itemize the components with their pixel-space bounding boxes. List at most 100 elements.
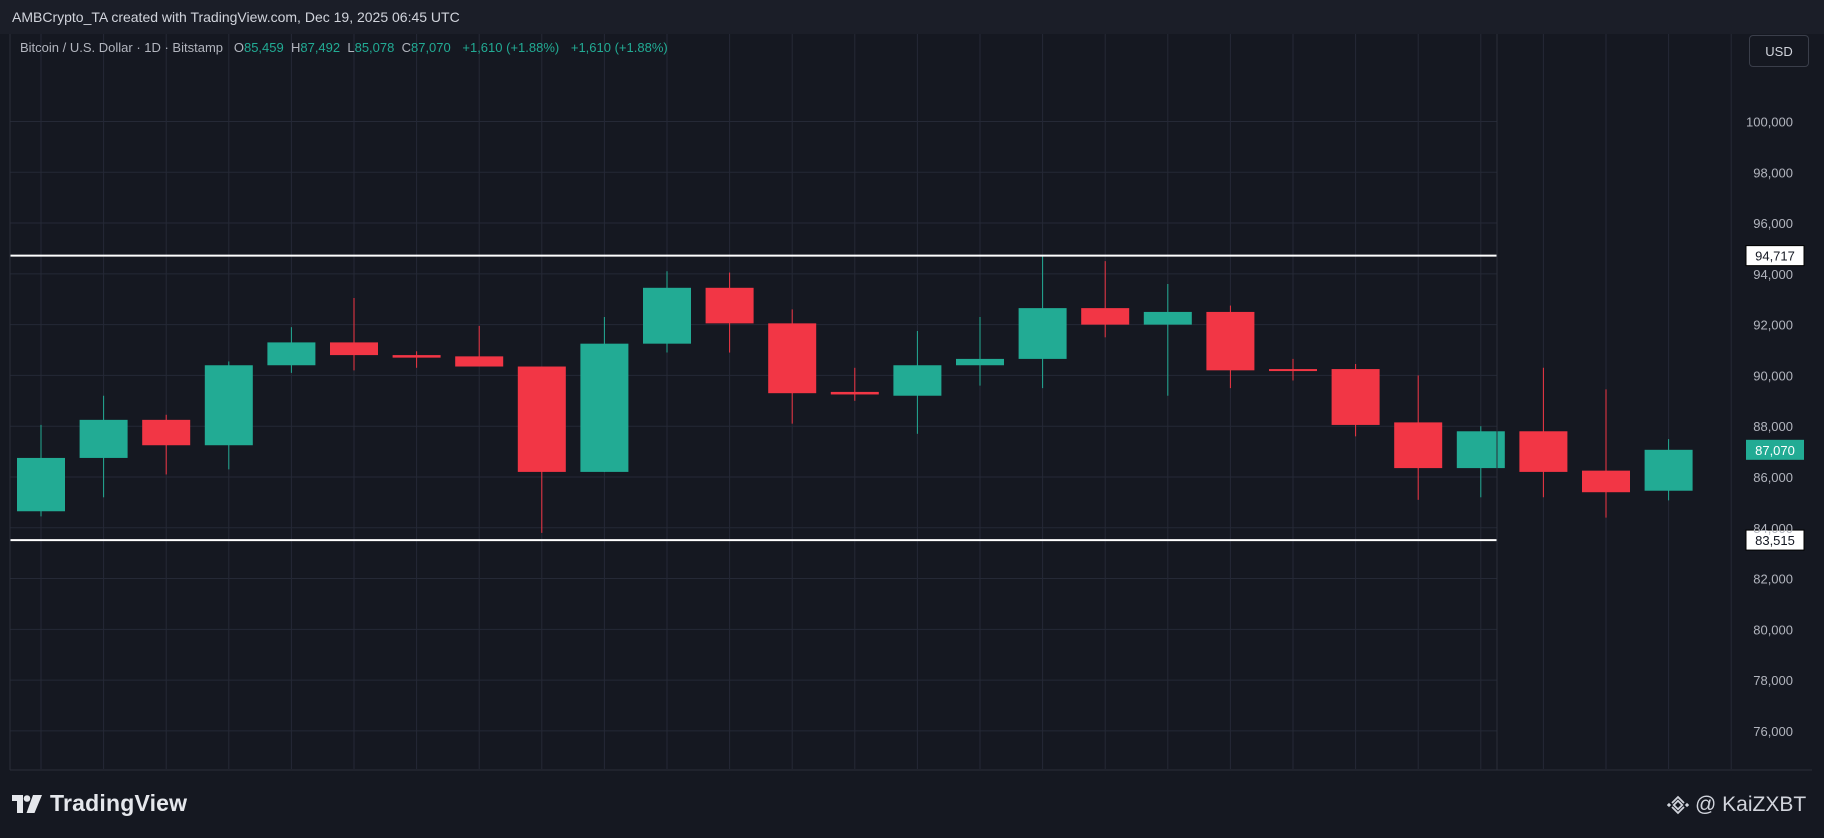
last-price-box (1746, 439, 1804, 460)
candle-body (643, 287, 691, 344)
y-tick-label: 94,000 (1753, 267, 1793, 282)
candle[interactable] (517, 366, 566, 533)
candle[interactable] (893, 330, 942, 434)
level-price-tag: 94,717 (1745, 245, 1805, 267)
candle[interactable] (1018, 256, 1067, 389)
candle[interactable] (1269, 358, 1317, 381)
candle[interactable] (1331, 363, 1380, 437)
candle[interactable] (142, 414, 191, 475)
candle-body (1582, 470, 1630, 493)
y-tick-label: 80,000 (1753, 622, 1793, 637)
candle-body (768, 323, 817, 394)
author-watermark: @ KaiZXBT (1667, 793, 1806, 817)
candle-body (705, 287, 754, 324)
level-price-tag: 83,515 (1745, 529, 1805, 551)
y-tick-label: 76,000 (1753, 724, 1793, 739)
currency-button[interactable]: USD (1749, 35, 1809, 67)
candle-body (1519, 431, 1568, 472)
candle[interactable] (455, 325, 504, 367)
candle[interactable] (768, 309, 817, 424)
candles-group (17, 256, 1693, 533)
y-tick-label: 92,000 (1753, 318, 1793, 333)
candle[interactable] (17, 424, 65, 517)
level-tag-label: 94,717 (1755, 249, 1795, 264)
candle[interactable] (1519, 367, 1568, 498)
candle-body (1394, 422, 1443, 469)
candle[interactable] (1143, 283, 1192, 396)
candle-body (956, 358, 1004, 366)
symbol-label: Bitcoin / U.S. Dollar · 1D · Bitstamp (20, 40, 223, 55)
y-tick-label: 98,000 (1753, 165, 1793, 180)
close-label: C (401, 40, 411, 55)
level-tag-label: 83,515 (1755, 533, 1795, 548)
candle-body (267, 342, 316, 366)
candle-body (1081, 308, 1130, 325)
open-label: O (233, 40, 244, 55)
symbol-legend[interactable]: Bitcoin / U.S. Dollar · 1D · Bitstamp O8… (20, 40, 668, 55)
candle[interactable] (79, 395, 128, 498)
candle-body (17, 457, 65, 512)
candle[interactable] (204, 361, 253, 470)
candle-body (1269, 369, 1317, 372)
candle-body (517, 366, 566, 472)
candle[interactable] (267, 327, 316, 373)
candle[interactable] (1582, 389, 1630, 518)
candle-body (392, 355, 441, 358)
candle[interactable] (643, 271, 691, 353)
low-value: 85,078 (354, 40, 395, 55)
grid-lines (10, 34, 1732, 769)
candle-body (1331, 369, 1380, 425)
candle-body (455, 356, 504, 367)
binance-logo-icon (1667, 795, 1689, 815)
chart-header-bar: AMBCrypto_TA created with TradingView.co… (0, 0, 1824, 34)
candle-body (830, 391, 879, 395)
candle[interactable] (705, 272, 754, 353)
y-tick-label: 88,000 (1753, 419, 1793, 434)
candle-body (893, 365, 942, 396)
y-tick-label: 86,000 (1753, 470, 1793, 485)
level-tag-box (1745, 529, 1805, 551)
candle-body (580, 343, 629, 472)
candle[interactable] (392, 351, 441, 368)
candle[interactable] (1394, 375, 1443, 500)
watermark-text: @ KaiZXBT (1695, 793, 1807, 816)
candle[interactable] (1081, 261, 1130, 338)
last-price-label: 87,070 (1755, 443, 1795, 458)
candle-body (1206, 311, 1255, 371)
high-value: 87,492 (300, 40, 341, 55)
y-tick-label: 78,000 (1753, 673, 1793, 688)
candle[interactable] (330, 297, 378, 371)
candle-body (1143, 311, 1192, 325)
candle-body (1456, 431, 1505, 469)
open-value: 85,459 (243, 40, 284, 55)
candle-body (1644, 449, 1693, 491)
change-value-2: +1,610 (+1.88%) (570, 40, 668, 55)
candle[interactable] (1644, 439, 1693, 501)
tradingview-logo-icon (12, 794, 42, 813)
candle[interactable] (1206, 305, 1255, 389)
tradingview-logo[interactable]: TradingView (12, 790, 187, 817)
tradingview-brand: TradingView (50, 790, 188, 816)
level-lines: 94,717 83,515 87,070 (10, 245, 1805, 551)
candle-body (142, 419, 191, 446)
candlestick-chart[interactable]: 94,717 83,515 87,070 76,000 78,000 80,000 82,… (0, 0, 1824, 780)
y-tick-label: 84,000 (1753, 521, 1793, 536)
y-tick-label: 100,000 (1746, 114, 1793, 129)
change-value: +1,610 (+1.88%) (462, 40, 560, 55)
plot-area[interactable] (10, 34, 1497, 769)
high-label: H (290, 40, 301, 55)
header-title: AMBCrypto_TA created with TradingView.co… (12, 9, 460, 25)
level-tag-box (1745, 245, 1805, 267)
candle-body (79, 419, 128, 458)
candle-body (330, 342, 378, 356)
candle-body (204, 365, 253, 446)
candle-body (1018, 308, 1067, 359)
y-tick-label: 96,000 (1753, 216, 1793, 231)
candle[interactable] (956, 317, 1004, 386)
close-value: 87,070 (410, 40, 451, 55)
axes-group: 76,000 78,000 80,000 82,000 84,000 86,000 88,0… (9, 34, 1812, 771)
last-price-tag: 87,070 (1746, 439, 1804, 460)
candle[interactable] (580, 317, 629, 472)
candle[interactable] (830, 367, 879, 401)
y-tick-label: 82,000 (1753, 572, 1793, 587)
